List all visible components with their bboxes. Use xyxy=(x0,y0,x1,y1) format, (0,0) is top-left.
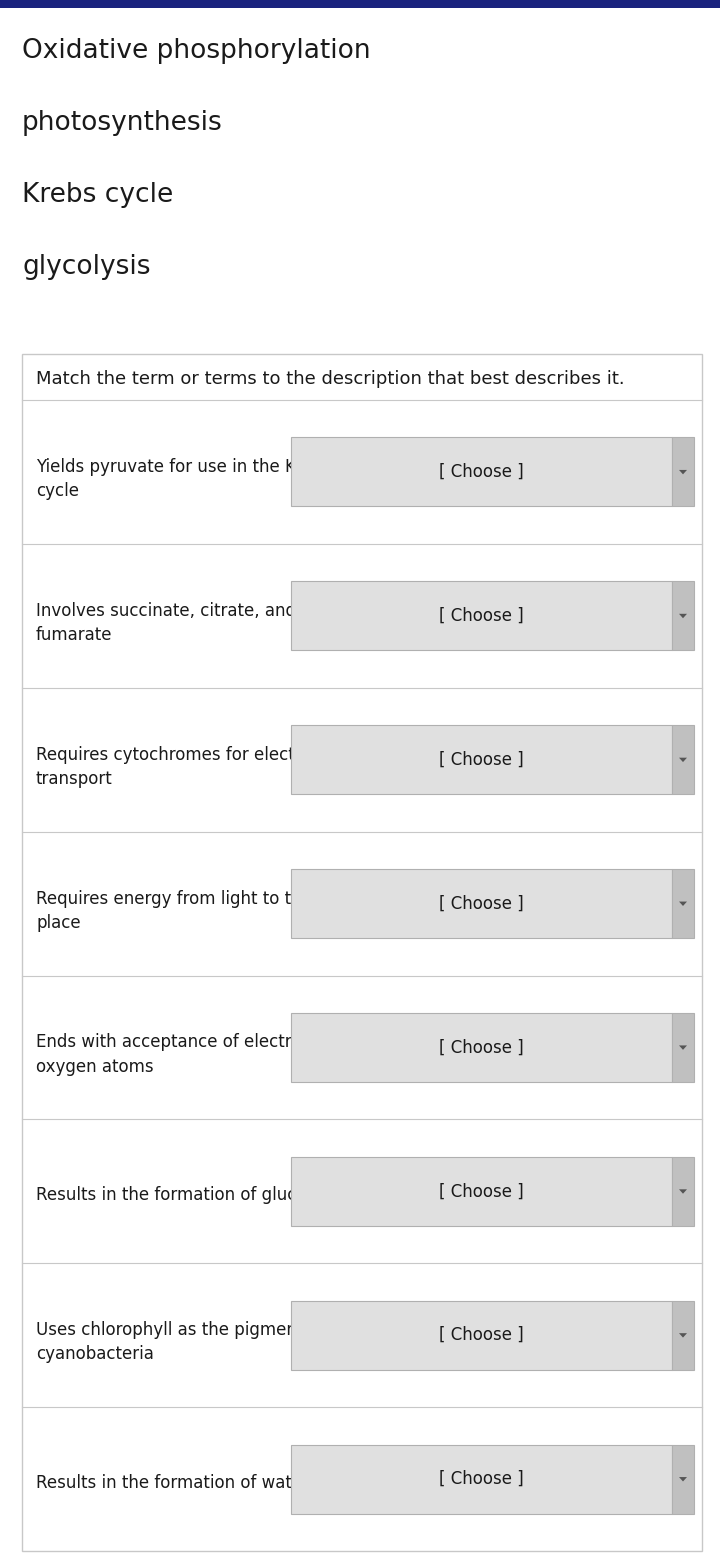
Polygon shape xyxy=(679,1046,687,1049)
Text: Match the term or terms to the description that best describes it.: Match the term or terms to the descripti… xyxy=(36,369,625,388)
Bar xyxy=(291,1445,672,1514)
Polygon shape xyxy=(679,1333,687,1338)
Text: [ Choose ]: [ Choose ] xyxy=(439,1327,524,1344)
Text: Results in the formation of water: Results in the formation of water xyxy=(36,1475,309,1492)
Text: [ Choose ]: [ Choose ] xyxy=(439,895,524,912)
Polygon shape xyxy=(679,758,687,762)
Text: Requires energy from light to take
place: Requires energy from light to take place xyxy=(36,890,320,932)
Bar xyxy=(22,354,702,1551)
Polygon shape xyxy=(679,1476,687,1481)
Polygon shape xyxy=(679,469,687,474)
Text: photosynthesis: photosynthesis xyxy=(22,111,222,136)
Bar xyxy=(672,1157,694,1225)
Text: Yields pyruvate for use in the Krebs
cycle: Yields pyruvate for use in the Krebs cyc… xyxy=(36,458,332,500)
Bar xyxy=(291,438,672,507)
Bar xyxy=(291,1300,672,1370)
Text: Ends with acceptance of electrons by
oxygen atoms: Ends with acceptance of electrons by oxy… xyxy=(36,1034,346,1076)
Bar xyxy=(672,1445,694,1514)
Text: Requires cytochromes for electron
transport: Requires cytochromes for electron transp… xyxy=(36,745,322,787)
Bar xyxy=(291,1013,672,1082)
Text: Krebs cycle: Krebs cycle xyxy=(22,182,174,207)
Bar xyxy=(672,1300,694,1370)
Polygon shape xyxy=(679,901,687,906)
Text: [ Choose ]: [ Choose ] xyxy=(439,751,524,769)
Text: Oxidative phosphorylation: Oxidative phosphorylation xyxy=(22,37,371,64)
Text: Involves succinate, citrate, and
fumarate: Involves succinate, citrate, and fumarat… xyxy=(36,602,296,644)
Bar xyxy=(291,1157,672,1225)
Text: [ Choose ]: [ Choose ] xyxy=(439,463,524,480)
Bar xyxy=(672,725,694,794)
Bar xyxy=(672,868,694,939)
Bar xyxy=(291,868,672,939)
Polygon shape xyxy=(679,1190,687,1194)
Text: [ Choose ]: [ Choose ] xyxy=(439,1182,524,1200)
Text: Results in the formation of glucose: Results in the formation of glucose xyxy=(36,1186,325,1204)
Polygon shape xyxy=(679,614,687,619)
Text: [ Choose ]: [ Choose ] xyxy=(439,606,524,625)
Bar xyxy=(291,725,672,794)
Text: [ Choose ]: [ Choose ] xyxy=(439,1470,524,1487)
Bar xyxy=(291,582,672,650)
Text: [ Choose ]: [ Choose ] xyxy=(439,1038,524,1057)
Bar xyxy=(672,438,694,507)
Bar xyxy=(672,1013,694,1082)
Bar xyxy=(672,582,694,650)
Bar xyxy=(0,0,720,8)
Text: Uses chlorophyll as the pigment in the
cyanobacteria: Uses chlorophyll as the pigment in the c… xyxy=(36,1320,356,1364)
Text: glycolysis: glycolysis xyxy=(22,254,150,281)
